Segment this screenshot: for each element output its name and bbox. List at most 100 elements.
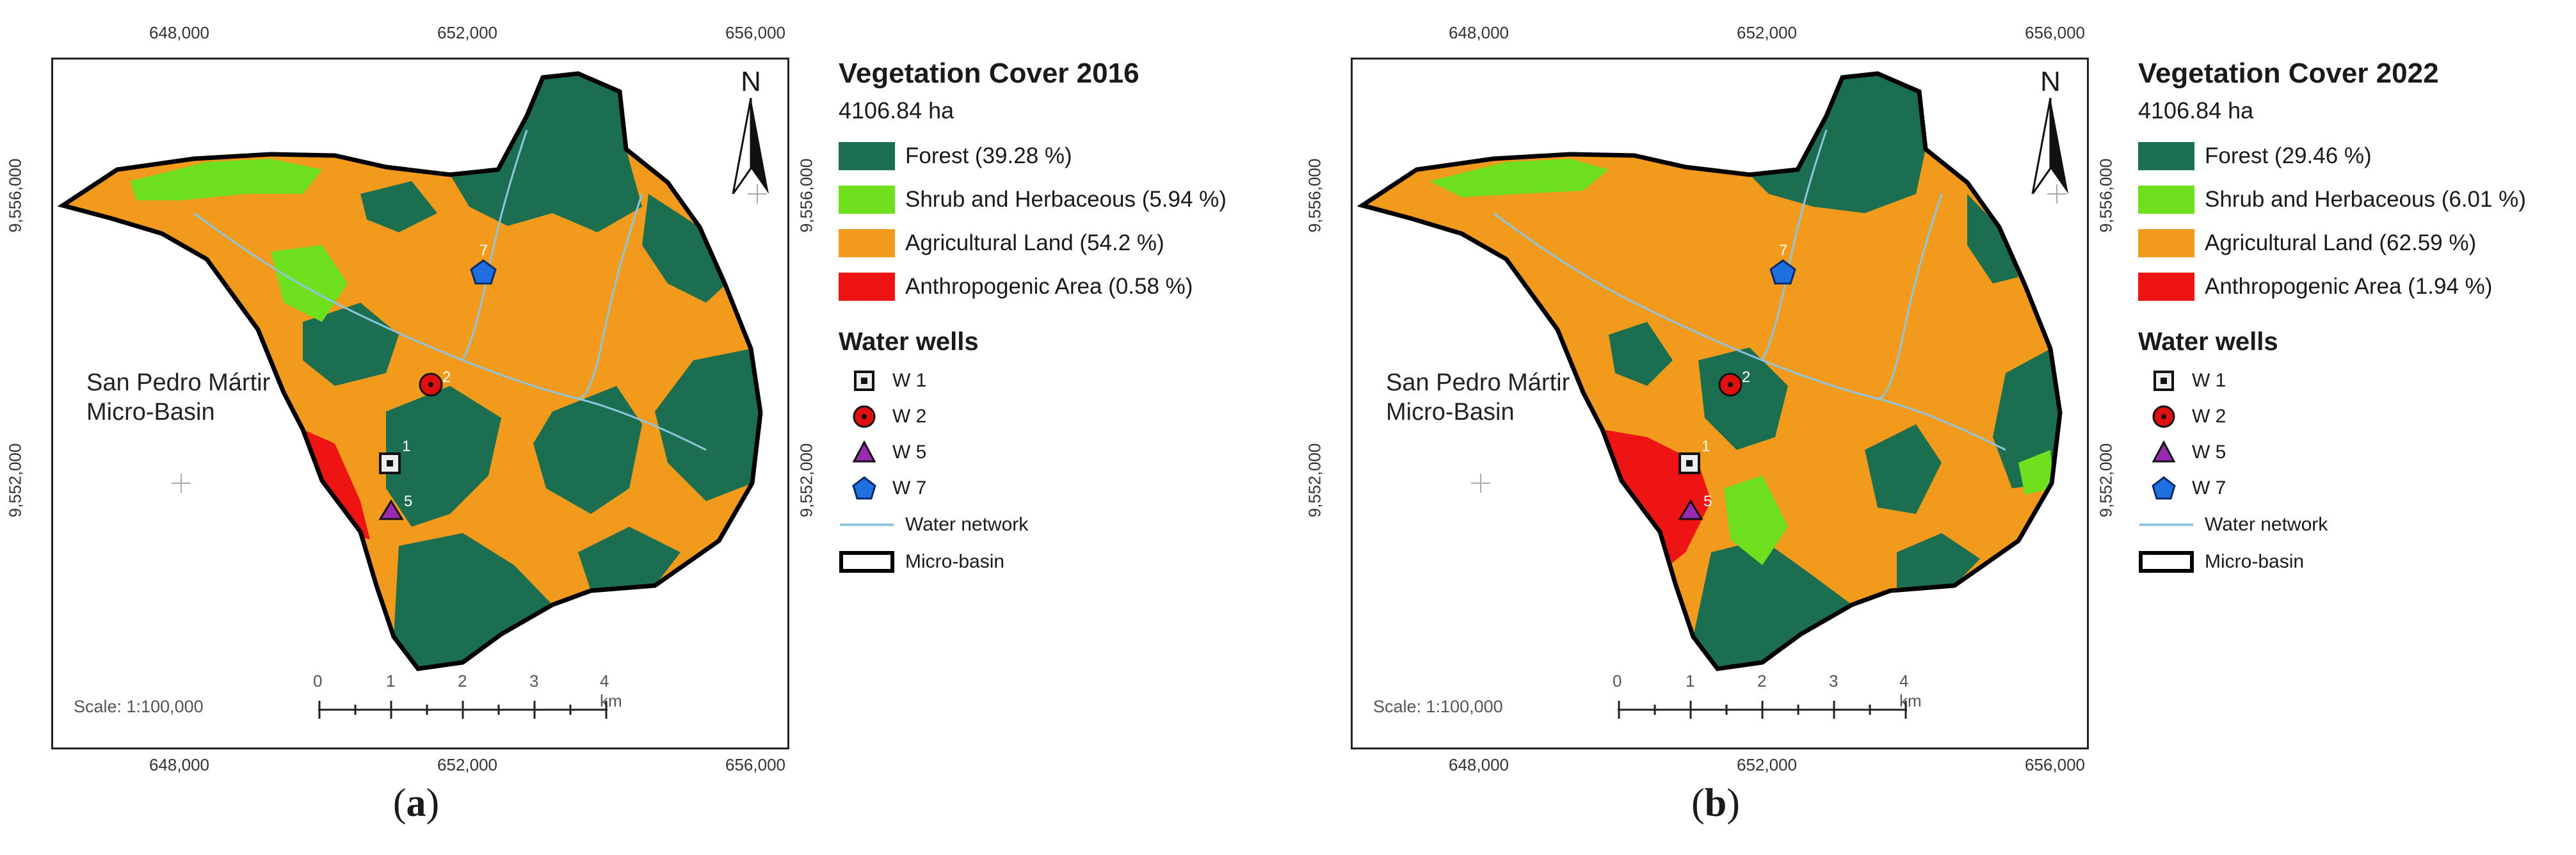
north-arrow-icon	[2031, 97, 2068, 195]
legend-item: Agricultural Land (54.2 %)	[839, 221, 1287, 265]
well-label: W 2	[2192, 406, 2226, 427]
well-number: 1	[402, 438, 410, 455]
basin-outline-icon	[839, 551, 894, 573]
x-coord-label: 648,000	[1449, 23, 1509, 42]
pentagon-icon	[852, 476, 876, 500]
anthropogenic-swatch	[2138, 273, 2194, 301]
triangle-icon	[2152, 440, 2176, 463]
circle-icon	[2152, 405, 2175, 428]
scale-bar: 0 1 2 3 4 km	[1613, 671, 1925, 723]
well-w2[interactable]	[1718, 372, 1743, 397]
x-coord-label: 656,000	[725, 755, 785, 774]
scale-tick-label: 1	[386, 671, 396, 691]
north-label: N	[2040, 66, 2061, 97]
square-icon	[2153, 371, 2174, 391]
forest-patch	[642, 194, 725, 303]
legend-well: W 2	[2138, 399, 2576, 435]
x-coord-label: 656,000	[2025, 755, 2085, 774]
forest-patch	[1967, 194, 2018, 284]
panel-caption: (a)	[392, 781, 440, 825]
well-w7[interactable]	[470, 259, 497, 285]
basin-type: Micro-Basin	[86, 399, 215, 426]
well-w5[interactable]	[1678, 499, 1703, 520]
forest-patch	[1693, 539, 1852, 669]
caption-letter: a	[406, 781, 426, 825]
scale-tick-label: 3	[1829, 671, 1839, 691]
water-line-icon	[2139, 523, 2193, 526]
well-number: 5	[1703, 493, 1712, 510]
basin-name: San Pedro Mártir	[1386, 369, 1570, 396]
circle-icon	[853, 405, 876, 428]
legend: Vegetation Cover 2022 4106.84 ha Forest …	[2138, 58, 2576, 580]
basin-label: San Pedro Mártir Micro-Basin	[1386, 368, 1570, 427]
scale-text: Scale: 1:100,000	[74, 697, 204, 716]
basin-type: Micro-Basin	[1386, 399, 1515, 426]
scale-tick-label: 2	[458, 671, 467, 691]
legend-micro-basin: Micro-basin	[839, 543, 1287, 580]
legend-well: W 1	[839, 363, 1287, 399]
well-number: 2	[1742, 369, 1750, 386]
well-w2[interactable]	[419, 372, 443, 397]
x-coord-label: 652,000	[1737, 23, 1797, 42]
caption-letter: b	[1704, 781, 1727, 825]
scale-tick-label: 4 km	[1899, 671, 1922, 710]
scale-tick-label: 3	[529, 671, 539, 691]
well-label: W 5	[892, 442, 927, 463]
legend: Vegetation Cover 2016 4106.84 ha Forest …	[839, 58, 1287, 580]
map-frame: 1 2 5 7 N San Pedro Mártir Micro	[51, 58, 789, 749]
scale-tick-label: 2	[1757, 671, 1767, 691]
shrub-patch	[2018, 450, 2054, 495]
stream-line	[577, 193, 643, 400]
forest-patch	[1865, 424, 1942, 514]
well-label: W 5	[2192, 442, 2226, 463]
triangle-icon	[852, 440, 876, 463]
panel-a: 648,000 652,000 656,000 648,000 652,000 …	[5, 23, 1287, 825]
anthropogenic-patch	[303, 429, 370, 539]
shrub-patch	[1429, 159, 1609, 197]
graticule	[1471, 184, 2066, 493]
forest-patch	[450, 74, 642, 232]
micro-basin-label: Micro-basin	[905, 551, 1005, 572]
y-coord-label: 9,552,000	[1305, 443, 1324, 517]
wells-title: Water wells	[839, 328, 979, 356]
agricultural-swatch	[839, 229, 895, 257]
well-w7[interactable]	[1769, 259, 1796, 285]
well-label: W 2	[892, 406, 927, 427]
water-network-label: Water network	[2205, 514, 2328, 535]
legend-water-network: Water network	[2138, 506, 2576, 543]
well-label: W 1	[2192, 370, 2226, 391]
legend-area: 4106.84 ha	[2138, 97, 2254, 124]
legend-micro-basin: Micro-basin	[2138, 543, 2576, 580]
stream-line	[1877, 193, 1943, 400]
legend-label: Forest (29.46 %)	[2205, 143, 2372, 168]
basin-label: San Pedro Mártir Micro-Basin	[86, 368, 270, 427]
forest-patch	[655, 349, 761, 501]
well-w5[interactable]	[378, 499, 404, 520]
well-w1[interactable]	[379, 452, 401, 474]
agricultural-swatch	[2138, 229, 2194, 257]
well-label: W 7	[2192, 477, 2226, 499]
pentagon-icon	[2152, 476, 2176, 500]
scale-text: Scale: 1:100,000	[1373, 697, 1503, 716]
well-w1[interactable]	[1678, 452, 1700, 474]
x-coord-label: 648,000	[1449, 755, 1509, 774]
graticule	[172, 184, 767, 493]
micro-basin-label: Micro-basin	[2205, 551, 2305, 572]
y-coord-label: 9,556,000	[796, 158, 816, 232]
legend-item: Shrub and Herbaceous (5.94 %)	[839, 178, 1287, 221]
legend-title: Vegetation Cover 2022	[2138, 58, 2439, 89]
forest-patch	[533, 386, 642, 514]
x-coord-label: 652,000	[437, 755, 497, 774]
x-coord-label: 656,000	[725, 23, 785, 42]
forest-patch	[386, 386, 501, 527]
legend-item: Anthropogenic Area (1.94 %)	[2138, 265, 2576, 308]
scale-tick-label: 4 km	[600, 671, 622, 710]
forest-patch	[578, 527, 680, 591]
forest-swatch	[839, 142, 895, 170]
water-line-icon	[840, 523, 894, 526]
y-coord-label: 9,552,000	[2096, 443, 2116, 517]
micro-basin-boundary	[57, 71, 763, 671]
square-icon	[854, 371, 874, 391]
y-coord-label: 9,556,000	[5, 158, 25, 232]
forest-patch	[360, 181, 437, 232]
